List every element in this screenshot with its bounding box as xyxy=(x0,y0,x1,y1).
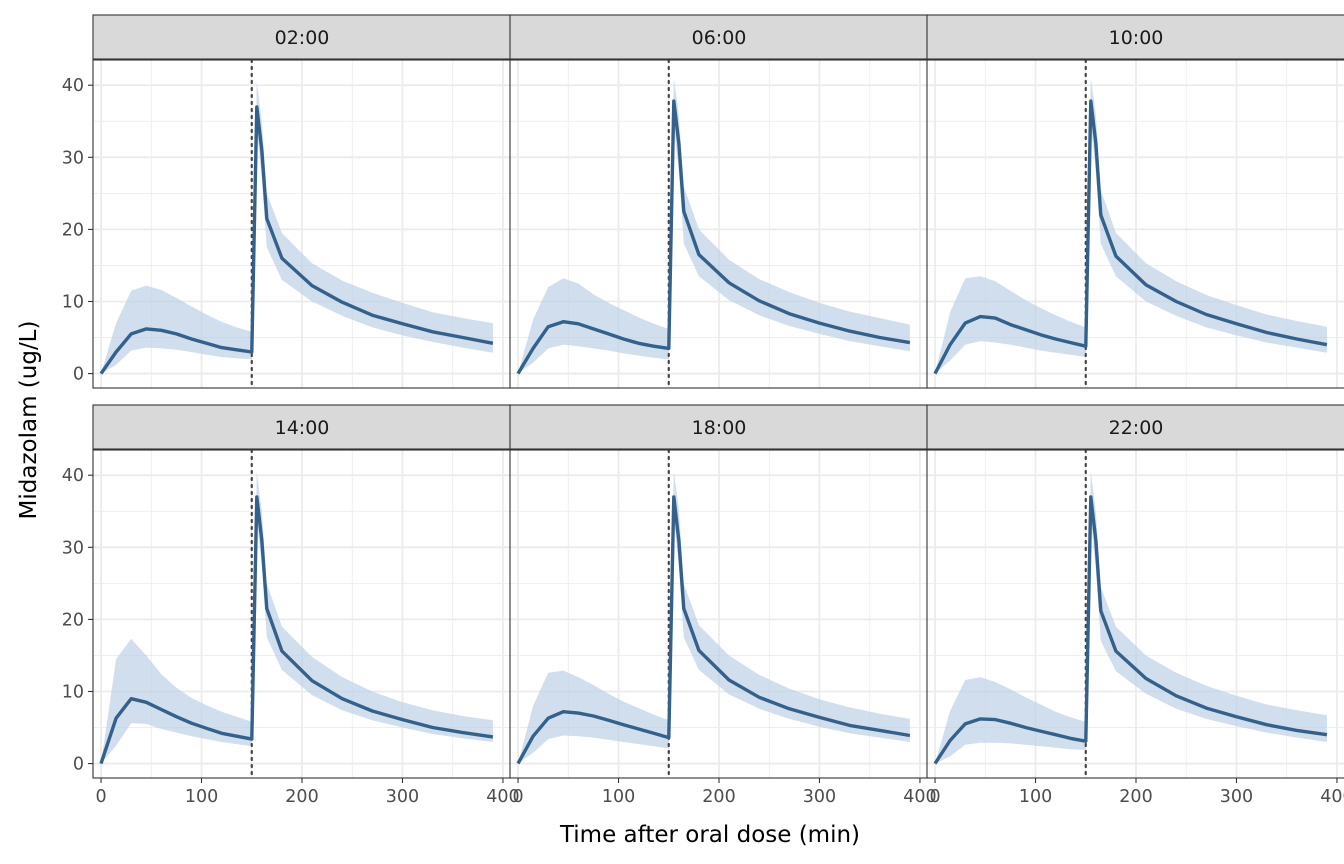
facet-strip-label: 06:00 xyxy=(692,27,747,49)
y-tick-label: 30 xyxy=(62,148,84,168)
panels: 02:00 06:00 10:00 14:00 18:00 22:00 xyxy=(92,14,1344,780)
facet-strip xyxy=(926,404,1344,450)
median-line xyxy=(933,99,1328,375)
panel-1000: 10:00 xyxy=(926,14,1344,390)
y-tick-label: 0 xyxy=(73,755,84,775)
x-tick-label: 200 xyxy=(285,787,318,807)
panel-1800: 18:00 xyxy=(509,404,929,780)
panel-0200: 02:00 xyxy=(92,14,512,390)
y-tick-label: 40 xyxy=(62,76,84,96)
confidence-band xyxy=(935,471,1327,764)
x-tick-label: 300 xyxy=(386,787,419,807)
y-tick-label: 0 xyxy=(73,365,84,385)
confidence-band xyxy=(518,78,910,374)
x-tick-label: 0 xyxy=(512,787,523,807)
x-tick-label: 400 xyxy=(903,787,936,807)
y-tick-label: 10 xyxy=(62,292,84,312)
confidence-band xyxy=(101,471,493,764)
median-line xyxy=(516,495,911,765)
panel-border xyxy=(926,59,1344,389)
y-tick-label: 20 xyxy=(62,220,84,240)
confidence-band xyxy=(101,81,493,374)
facet-strip-label: 14:00 xyxy=(275,417,330,439)
y-tick-label: 40 xyxy=(62,466,84,486)
x-tick-label: 400 xyxy=(486,787,519,807)
x-tick-label: 200 xyxy=(1119,787,1152,807)
x-axis-title: Time after oral dose (min) xyxy=(559,822,860,848)
facet-strip-label: 10:00 xyxy=(1109,27,1164,49)
median-line xyxy=(99,105,494,375)
facet-strip xyxy=(509,14,929,60)
y-tick-label: 30 xyxy=(62,538,84,558)
median-line xyxy=(99,495,494,765)
facet-strip-label: 02:00 xyxy=(275,27,330,49)
facet-strip-label: 18:00 xyxy=(692,417,747,439)
facet-strip xyxy=(92,14,512,60)
panel-1400: 14:00 xyxy=(92,404,512,780)
x-tick-label: 100 xyxy=(185,787,218,807)
y-axis-title: Midazolam (ug/L) xyxy=(16,321,42,520)
confidence-band xyxy=(518,471,910,764)
x-tick-label: 300 xyxy=(1220,787,1253,807)
x-tick-label: 400 xyxy=(1320,787,1344,807)
x-tick-label: 100 xyxy=(1019,787,1052,807)
facet-strip-label: 22:00 xyxy=(1109,417,1164,439)
confidence-band xyxy=(935,78,1327,374)
x-tick-label: 300 xyxy=(803,787,836,807)
median-line xyxy=(933,495,1328,765)
median-line xyxy=(516,99,911,375)
x-tick-label: 200 xyxy=(702,787,735,807)
y-tick-label: 10 xyxy=(62,682,84,702)
panel-2200: 22:00 xyxy=(926,404,1344,780)
x-tick-label: 0 xyxy=(929,787,940,807)
y-tick-label: 20 xyxy=(62,610,84,630)
x-tick-label: 0 xyxy=(95,787,106,807)
facet-strip xyxy=(509,404,929,450)
panel-0600: 06:00 xyxy=(509,14,929,390)
x-tick-label: 100 xyxy=(602,787,635,807)
facet-strip xyxy=(926,14,1344,60)
